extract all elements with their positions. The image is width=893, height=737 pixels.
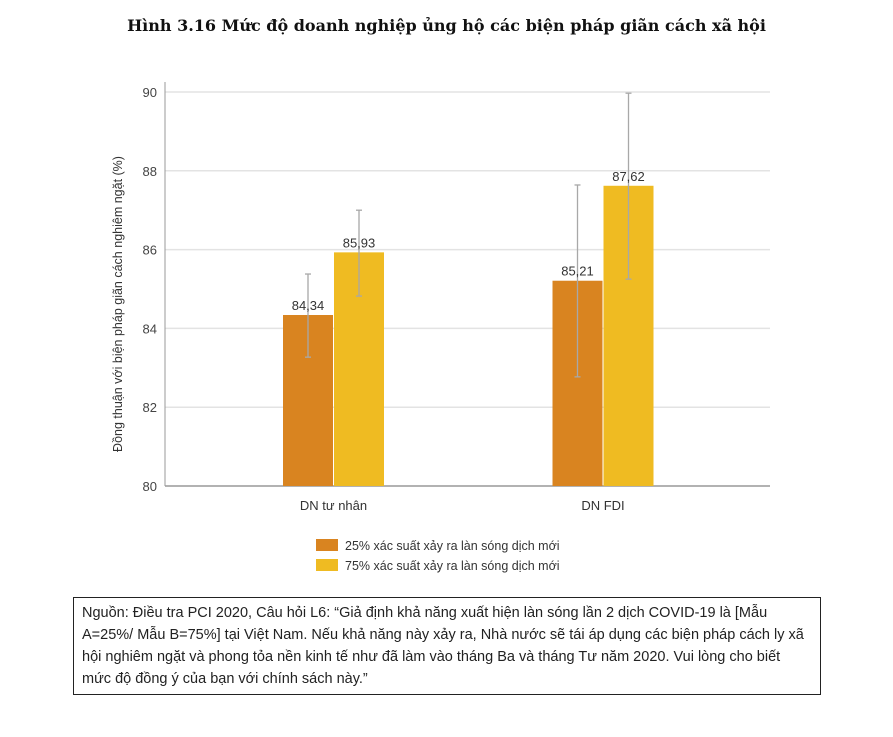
legend-swatch — [316, 539, 338, 551]
source-note: Nguồn: Điều tra PCI 2020, Câu hỏi L6: “G… — [73, 597, 821, 695]
y-tick-label: 86 — [143, 243, 157, 258]
chart-title: Hình 3.16 Mức độ doanh nghiệp ủng hộ các… — [127, 16, 766, 35]
data-label: 87,62 — [612, 169, 645, 184]
data-label: 85,93 — [343, 235, 376, 250]
bar-chart: 80 82 84 86 88 90 Đồng thuận với biện pháp giã… — [111, 82, 770, 573]
y-tick-label: 80 — [143, 479, 157, 494]
y-tick-label: 84 — [143, 321, 157, 336]
y-tick-label: 90 — [143, 85, 157, 100]
legend-label: 75% xác suất xảy ra làn sóng dịch mới — [345, 559, 560, 573]
y-tick-label: 82 — [143, 400, 157, 415]
x-tick-label: DN tư nhân — [300, 498, 367, 513]
data-label: 84,34 — [292, 298, 325, 313]
y-axis-label: Đồng thuận với biện pháp giãn cách nghiê… — [111, 156, 125, 452]
legend-label: 25% xác suất xảy ra làn sóng dịch mới — [345, 539, 560, 553]
legend-swatch — [316, 559, 338, 571]
x-tick-label: DN FDI — [581, 498, 624, 513]
data-label: 85,21 — [561, 264, 594, 279]
y-tick-label: 88 — [143, 164, 157, 179]
